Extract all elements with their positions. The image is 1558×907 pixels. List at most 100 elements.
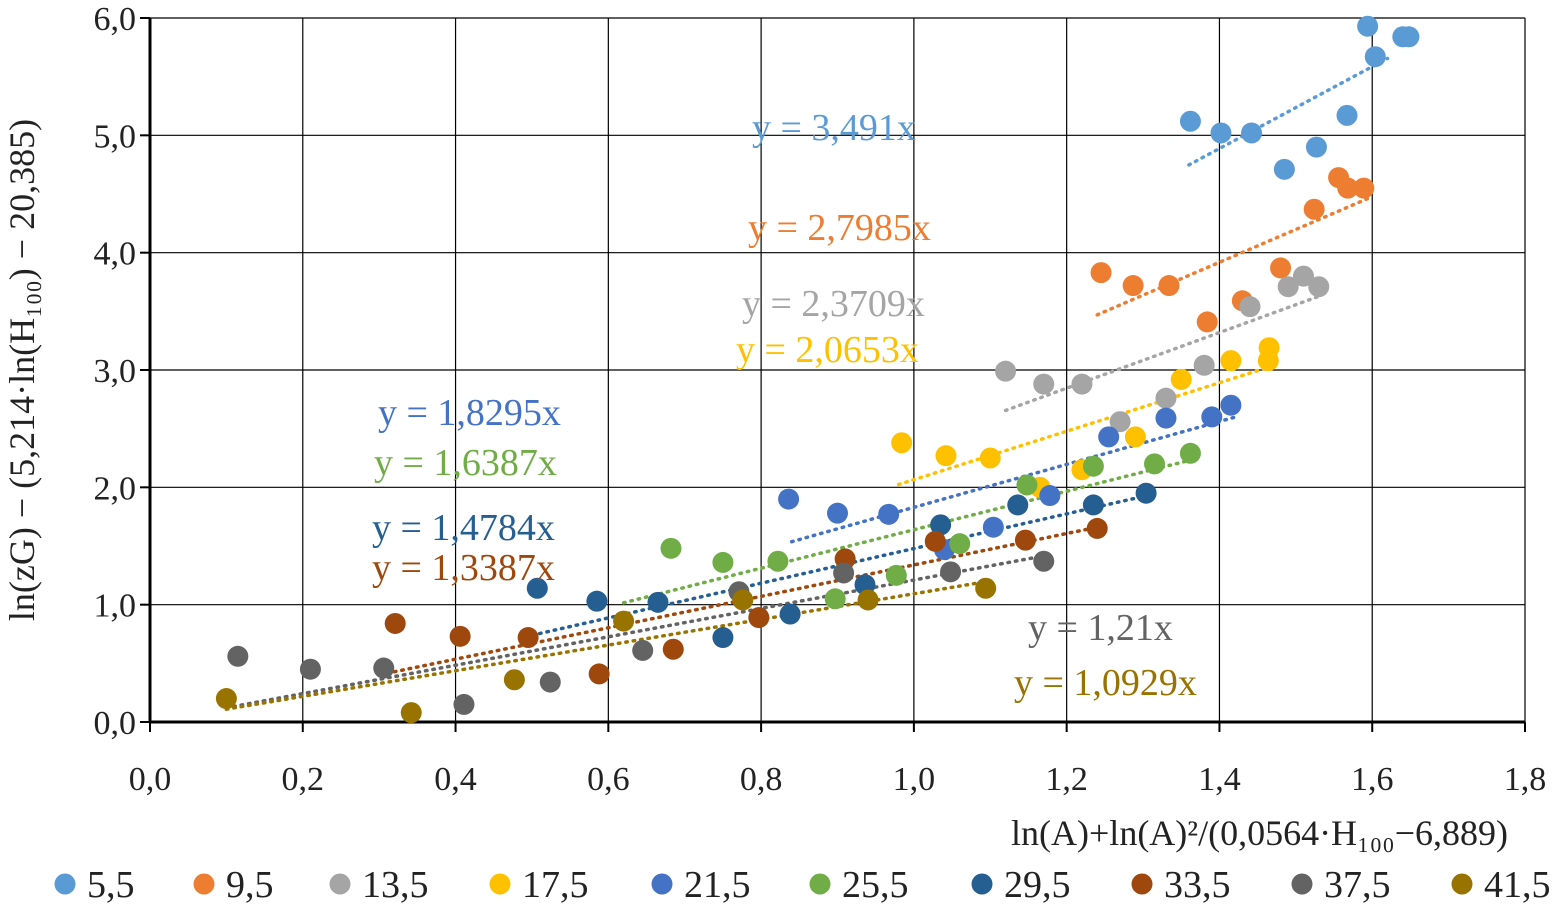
data-point-33-5	[1086, 517, 1108, 539]
legend: 5,5 9,5 13,5 17,5 21,5 25,5 29,5 33,5 37,5 41,5	[54, 864, 1551, 906]
data-point-33-5	[662, 638, 684, 660]
data-point-13-5	[1308, 276, 1330, 298]
data-point-13-5	[1193, 354, 1215, 376]
trend-equation-29-5: y = 1,4784x	[372, 507, 555, 549]
data-point-17-5	[1220, 350, 1242, 372]
legend-item: 13,5	[329, 864, 429, 906]
x-tick-label: 1,6	[1351, 761, 1394, 798]
x-tick-label: 1,4	[1198, 761, 1241, 798]
axes	[140, 17, 1526, 732]
legend-marker	[329, 873, 351, 895]
y-tick-label: 1,0	[94, 588, 137, 625]
trendline-37-5	[224, 554, 1046, 710]
data-point-41-5	[215, 688, 237, 710]
x-axis-label: ln(A)+ln(A)²/(0,0564·H₁₀₀−6,889)	[1011, 813, 1508, 853]
trend-equation-37-5: y = 1,21x	[1028, 607, 1173, 649]
trendline-13-5	[1003, 294, 1321, 413]
data-points	[215, 15, 1420, 724]
data-point-9-5	[1196, 311, 1218, 333]
trendline-5-5	[1187, 56, 1390, 167]
data-point-33-5	[588, 663, 610, 685]
legend-item: 25,5	[809, 864, 909, 906]
data-point-13-5	[995, 360, 1017, 382]
y-tick-label: 2,0	[94, 470, 137, 507]
trendlines	[224, 56, 1390, 711]
data-point-37-5	[632, 639, 654, 661]
data-point-21-5	[1098, 426, 1120, 448]
data-point-13-5	[1277, 276, 1299, 298]
data-point-13-5	[1109, 411, 1131, 433]
data-point-29-5	[1135, 482, 1157, 504]
data-point-25-5	[1179, 442, 1201, 464]
data-point-5-5	[1398, 26, 1420, 48]
data-point-9-5	[1270, 257, 1292, 279]
data-point-29-5	[526, 577, 548, 599]
legend-marker	[1291, 873, 1313, 895]
x-tick-label: 0,0	[129, 761, 172, 798]
data-point-41-5	[613, 610, 635, 632]
data-point-25-5	[885, 564, 907, 586]
y-tick-label: 0,0	[94, 705, 137, 742]
x-tick-label: 1,2	[1045, 761, 1088, 798]
data-point-33-5	[384, 612, 406, 634]
data-point-17-5	[1124, 426, 1146, 448]
y-axis-label: ln(zG) − (5,214·ln(H₁₀₀) − 20,385)	[2, 119, 42, 621]
legend-marker	[1131, 873, 1153, 895]
legend-item: 21,5	[651, 864, 751, 906]
data-point-9-5	[1158, 275, 1180, 297]
legend-item: 41,5	[1451, 864, 1551, 906]
data-point-21-5	[1039, 485, 1061, 507]
data-point-33-5	[748, 607, 770, 629]
data-point-33-5	[449, 625, 471, 647]
legend-label: 9,5	[226, 864, 274, 906]
data-point-17-5	[1257, 350, 1279, 372]
data-point-21-5	[1220, 394, 1242, 416]
trend-equation-17-5: y = 2,0653x	[736, 329, 919, 371]
data-point-29-5	[779, 603, 801, 625]
data-point-5-5	[1241, 122, 1263, 144]
data-point-29-5	[712, 627, 734, 649]
data-point-13-5	[1033, 373, 1055, 395]
data-point-21-5	[878, 503, 900, 525]
data-point-21-5	[1201, 406, 1223, 428]
y-tick-label: 3,0	[94, 353, 137, 390]
trendline-25-5	[621, 458, 1191, 605]
x-tick-label: 1,8	[1504, 761, 1547, 798]
data-point-9-5	[1090, 262, 1112, 284]
data-point-41-5	[975, 577, 997, 599]
y-tick-label: 6,0	[94, 1, 137, 38]
legend-label: 33,5	[1164, 864, 1231, 906]
legend-marker	[971, 873, 993, 895]
data-point-25-5	[1082, 455, 1104, 477]
data-point-17-5	[979, 447, 1001, 469]
tick-labels: 0,0 0,2 0,4 0,6 0,8 1,0 1,2 1,4 1,6 1,8 0,0 1,0 2,0 3…	[94, 1, 1547, 798]
data-point-21-5	[778, 488, 800, 510]
trend-equation-9-5: y = 2,7985x	[748, 207, 931, 249]
data-point-41-5	[857, 589, 879, 611]
legend-item: 5,5	[54, 864, 135, 906]
data-point-13-5	[1292, 265, 1314, 287]
legend-label: 29,5	[1004, 864, 1071, 906]
legend-marker	[54, 873, 76, 895]
trendline-21-5	[789, 415, 1237, 544]
trendline-17-5	[896, 364, 1275, 487]
data-point-37-5	[453, 693, 475, 715]
data-point-33-5	[517, 627, 539, 649]
legend-marker	[489, 873, 511, 895]
data-point-25-5	[767, 550, 789, 572]
legend-label: 13,5	[362, 864, 429, 906]
data-point-9-5	[1337, 177, 1359, 199]
data-point-37-5	[1033, 550, 1055, 572]
legend-item: 17,5	[489, 864, 589, 906]
data-point-37-5	[940, 561, 962, 583]
legend-label: 5,5	[87, 864, 135, 906]
data-point-25-5	[1144, 453, 1166, 475]
data-point-25-5	[824, 588, 846, 610]
x-tick-label: 1,0	[893, 761, 936, 798]
data-point-25-5	[712, 551, 734, 573]
data-point-33-5	[924, 530, 946, 552]
legend-item: 29,5	[971, 864, 1071, 906]
data-point-29-5	[1082, 494, 1104, 516]
data-point-21-5	[1155, 407, 1177, 429]
